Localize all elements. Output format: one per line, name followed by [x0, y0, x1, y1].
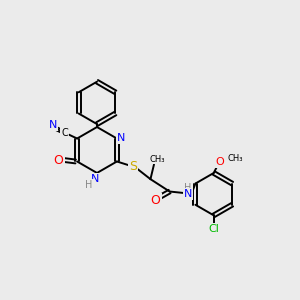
Text: N: N — [91, 174, 99, 184]
Text: N: N — [117, 133, 125, 143]
Text: H: H — [85, 180, 93, 190]
Text: O: O — [216, 157, 225, 167]
Text: O: O — [54, 154, 64, 166]
Text: N: N — [184, 189, 192, 199]
Text: Cl: Cl — [208, 224, 219, 234]
Text: H: H — [184, 183, 191, 193]
Text: N: N — [49, 120, 57, 130]
Text: CH₃: CH₃ — [227, 154, 243, 163]
Text: C: C — [61, 128, 68, 138]
Text: S: S — [129, 160, 137, 173]
Text: CH₃: CH₃ — [150, 154, 165, 164]
Text: O: O — [151, 194, 160, 207]
